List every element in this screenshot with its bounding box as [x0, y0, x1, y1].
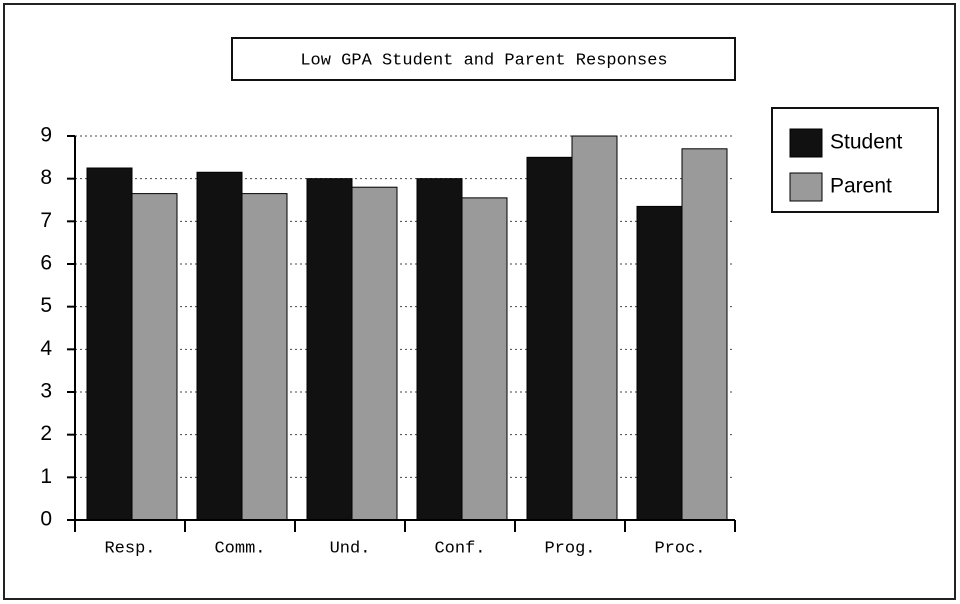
x-tick-label: Und. — [330, 539, 371, 558]
y-tick-label: 0 — [40, 508, 52, 531]
y-tick-label: 2 — [40, 422, 52, 445]
y-tick-label: 3 — [40, 380, 52, 403]
x-tick-label: Conf. — [434, 539, 485, 558]
x-tick-label: Comm. — [214, 539, 265, 558]
title-box — [231, 37, 736, 81]
y-tick-label: 4 — [40, 337, 52, 360]
legend-swatch — [789, 172, 823, 202]
x-tick-label: Prog. — [544, 539, 595, 558]
bar — [571, 135, 618, 521]
legend-label: Parent — [830, 175, 892, 198]
x-tick-label: Resp. — [104, 539, 155, 558]
bar — [416, 178, 463, 521]
y-tick-label: 7 — [40, 209, 52, 232]
bar — [131, 193, 178, 521]
bar — [636, 205, 683, 521]
bar — [306, 178, 353, 521]
bar — [681, 148, 728, 521]
y-tick-label: 1 — [40, 465, 52, 488]
chart-title: Low GPA Student and Parent Responses — [300, 51, 667, 70]
x-tick-label: Proc. — [654, 539, 705, 558]
y-tick-label: 6 — [40, 252, 52, 275]
y-tick-label: 8 — [40, 166, 52, 189]
bar — [526, 156, 573, 521]
legend-label: Student — [830, 131, 903, 154]
bar — [241, 193, 288, 521]
bar — [86, 167, 133, 521]
y-tick-label: 9 — [40, 124, 52, 147]
bar — [196, 171, 243, 521]
y-tick-label: 5 — [40, 294, 52, 317]
bar — [351, 186, 398, 521]
bar — [461, 197, 508, 521]
legend-swatch — [789, 128, 823, 158]
